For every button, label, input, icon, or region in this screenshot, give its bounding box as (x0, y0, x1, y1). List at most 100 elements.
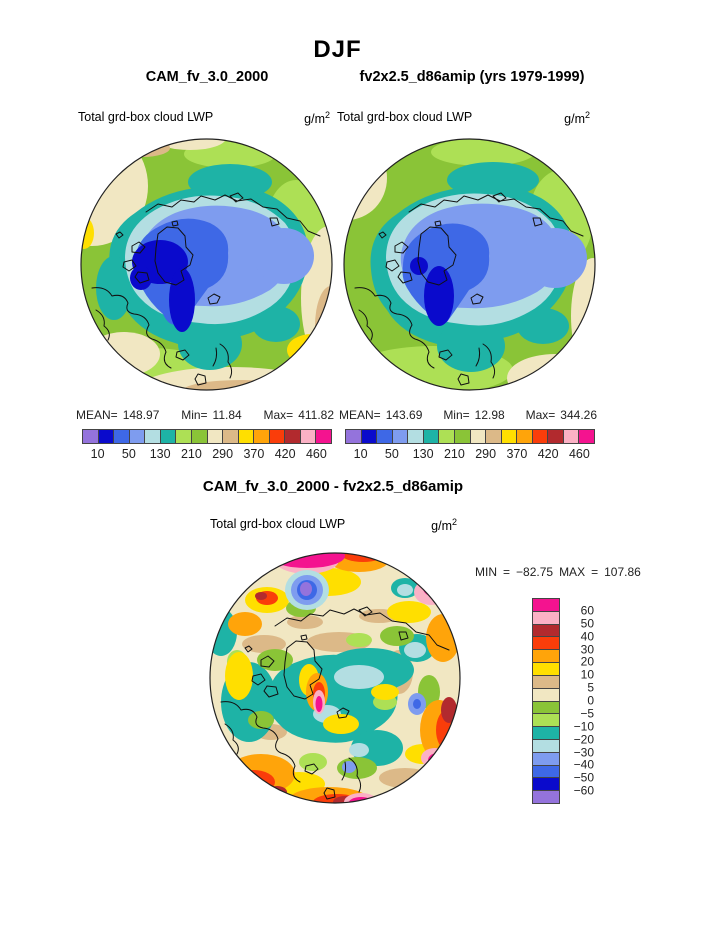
units-base: g/m (304, 112, 325, 127)
colorbar-cell (533, 611, 559, 625)
colorbar-cell (145, 430, 161, 443)
mean-label: MEAN= (76, 408, 118, 422)
colorbar-left (82, 429, 332, 444)
colorbar-cell (346, 430, 362, 443)
colorbar-cell (579, 430, 594, 443)
diff-min-label: MIN (475, 565, 497, 579)
colorbar-cell (548, 430, 564, 443)
diff-units-label: g/m2 (431, 517, 457, 533)
units-label-right: g/m2 (564, 110, 590, 126)
tick-label: 50 (384, 447, 399, 461)
field-label-left: Total grd-box cloud LWP (78, 110, 214, 124)
colorbar-cell (83, 430, 99, 443)
diff-title: CAM_fv_3.0_2000 - fv2x2.5_d86amip (202, 478, 464, 495)
season-title: DJF (313, 36, 362, 63)
units-exponent: 2 (324, 110, 330, 120)
tick-label: 60 (580, 603, 594, 618)
tick-label: −50 (573, 770, 594, 785)
diff-max-value: 107.86 (604, 565, 641, 579)
tick-label: 210 (443, 447, 465, 461)
colorbar-cell (408, 430, 424, 443)
tick-label: 210 (180, 447, 202, 461)
tick-label: 10 (90, 447, 105, 461)
diff-colorbar-ticks: 60 50 40 30 20 10 5 0 −5 −10 −20 −30 −40 −50 −60 (566, 598, 594, 804)
tick-label: 0 (587, 693, 594, 708)
tick-label: 290 (212, 447, 234, 461)
mean-value: 143.69 (385, 408, 423, 422)
units-label-left: g/m2 (304, 110, 330, 126)
tick-label: 40 (580, 628, 594, 643)
colorbar-cell (470, 430, 487, 443)
colorbar-cell (533, 739, 559, 753)
colorbar-cell (316, 430, 331, 443)
colorbar-cell (533, 650, 559, 664)
max-label: Max= (263, 408, 294, 422)
tick-label: −5 (580, 706, 594, 721)
colorbar-ticks-left: 10 50 130 210 290 370 420 460 (82, 447, 332, 461)
colorbar-cell (533, 688, 559, 702)
units-base: g/m (564, 112, 585, 127)
max-value: 344.26 (560, 408, 597, 422)
tick-label: 420 (274, 447, 296, 461)
map-outline (343, 138, 596, 391)
tick-label: 50 (580, 616, 594, 631)
colorbar-ticks-right: 10 50 130 210 290 370 420 460 (345, 447, 595, 461)
colorbar-cell (517, 430, 533, 443)
colorbar-cell (533, 752, 559, 766)
tick-label: −20 (573, 731, 594, 746)
colorbar-cell (160, 430, 177, 443)
tick-label: 460 (305, 447, 327, 461)
units-base: g/m (431, 519, 452, 534)
colorbar-cell (269, 430, 286, 443)
colorbar-cell (533, 637, 559, 651)
colorbar-cell (223, 430, 239, 443)
colorbar-cell (129, 430, 146, 443)
mean-label: MEAN= (339, 408, 381, 422)
field-label-right: Total grd-box cloud LWP (337, 110, 473, 124)
colorbar-cell (486, 430, 502, 443)
tick-label: 30 (580, 641, 594, 656)
colorbar-cell (254, 430, 270, 443)
min-value: 11.84 (212, 408, 242, 422)
colorbar-cell (533, 663, 559, 676)
equals-sign: = (503, 565, 511, 579)
tick-label: 370 (506, 447, 528, 461)
colorbar-cell (392, 430, 409, 443)
tick-label: 10 (580, 667, 594, 682)
colorbar-cell (98, 430, 115, 443)
colorbar-cell (533, 791, 559, 803)
colorbar-cell (563, 430, 580, 443)
colorbar-cell (533, 778, 559, 792)
units-exponent: 2 (451, 517, 457, 527)
colorbar-cell (533, 701, 559, 715)
colorbar-cell (361, 430, 378, 443)
colorbar-cell (533, 727, 559, 740)
colorbar-cell (454, 430, 471, 443)
stats-left: MEAN= 148.97 Min= 11.84 Max= 411.82 (76, 408, 334, 422)
polar-map-amip (343, 138, 596, 391)
min-label: Min= (443, 408, 470, 422)
colorbar-cell (300, 430, 317, 443)
diff-min-value: −82.75 (516, 565, 554, 579)
stats-right: MEAN= 143.69 Min= 12.98 Max= 344.26 (339, 408, 597, 422)
diff-minmax: MIN = −82.75 MAX = 107.86 (475, 565, 641, 579)
tick-label: 460 (568, 447, 590, 461)
colorbar-cell (114, 430, 130, 443)
units-exponent: 2 (584, 110, 590, 120)
colorbar-right (345, 429, 595, 444)
tick-label: 10 (353, 447, 368, 461)
tick-label: −60 (573, 783, 594, 798)
map-outline (209, 552, 461, 804)
colorbar-cell (191, 430, 208, 443)
polar-map-cam (80, 138, 333, 391)
colorbar-cell (533, 714, 559, 728)
diff-field-label: Total grd-box cloud LWP (210, 517, 346, 531)
map-outline (80, 138, 333, 391)
tick-label: 130 (412, 447, 434, 461)
tick-label: −40 (573, 757, 594, 772)
equals-sign: = (591, 565, 599, 579)
colorbar-cell (439, 430, 455, 443)
colorbar-cell (377, 430, 393, 443)
colorbar-cell (285, 430, 301, 443)
